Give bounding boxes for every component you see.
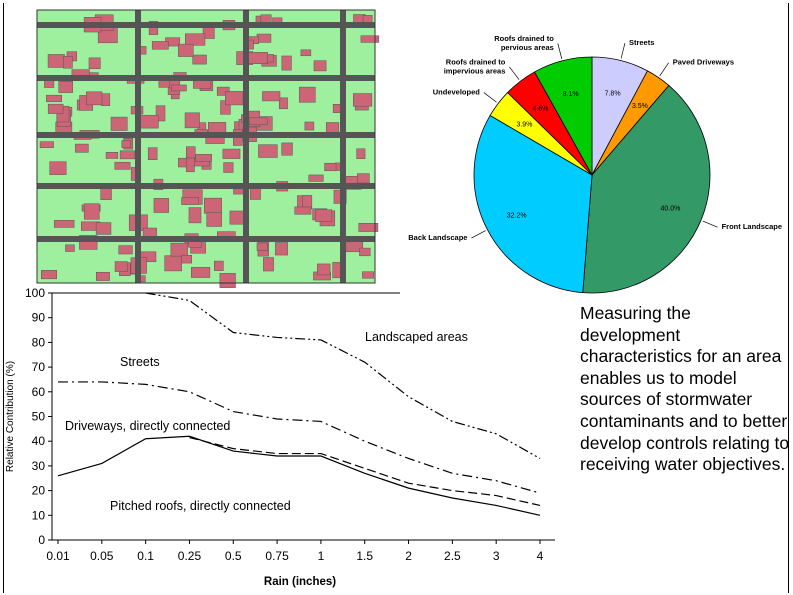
pie-value-label: 40.0% [661, 206, 681, 213]
y-tick-label: 0 [38, 533, 45, 547]
y-tick-label: 70 [32, 360, 46, 374]
leader-line [660, 63, 669, 76]
leader-line [621, 43, 625, 59]
x-tick-label: 0.25 [178, 549, 202, 563]
series-line [58, 382, 540, 493]
pie-category-label: Streets [629, 38, 654, 47]
x-axis-title: Rain (inches) [264, 576, 336, 588]
region-label: Pitched roofs, directly connected [110, 499, 291, 513]
pie-value-label: 7.8% [605, 91, 621, 98]
x-tick-label: 0.75 [265, 549, 289, 563]
x-tick-label: 1 [318, 549, 325, 563]
y-tick-label: 90 [32, 311, 46, 325]
line-chart: 0 10 20 30 40 50 60 70 80 90 100 0.01 0.05 0.1 0.25 0.5… [0, 0, 580, 595]
x-tick-label: 1.5 [356, 549, 373, 563]
y-axis-title: Relative Contribution (%) [5, 361, 16, 472]
y-tick-label: 60 [32, 385, 46, 399]
region-label: Driveways, directly connected [65, 419, 230, 433]
pie-value-label: 3.5% [632, 103, 648, 110]
y-tick-label: 30 [32, 459, 46, 473]
region-label: Landscaped areas [365, 330, 468, 344]
slide: 7.8% Streets 3.5% Paved Driveways 40.0% Front… [0, 0, 793, 595]
x-tick-label: 2.5 [444, 549, 461, 563]
y-tick-label: 100 [25, 286, 45, 300]
series-line [189, 437, 540, 505]
x-tick-label: 2 [405, 549, 412, 563]
pie-category-label: Front Landscape [722, 222, 782, 231]
x-tick-label: 3 [493, 549, 500, 563]
pie-category-label: Paved Driveways [673, 58, 734, 67]
leader-line [703, 221, 718, 227]
x-tick-label: 0.5 [225, 549, 242, 563]
description: Measuring the development characteristic… [580, 303, 790, 476]
region-label: Streets [120, 355, 160, 369]
y-tick-label: 10 [32, 508, 46, 522]
y-tick-label: 50 [32, 410, 46, 424]
y-tick-label: 80 [32, 335, 46, 349]
x-tick-label: 0.1 [137, 549, 154, 563]
y-tick-label: 40 [32, 434, 46, 448]
x-tick-label: 4 [537, 549, 544, 563]
series-line [146, 293, 540, 458]
x-tick-label: 0.01 [46, 549, 70, 563]
x-tick-label: 0.05 [90, 549, 114, 563]
y-tick-label: 20 [32, 484, 46, 498]
